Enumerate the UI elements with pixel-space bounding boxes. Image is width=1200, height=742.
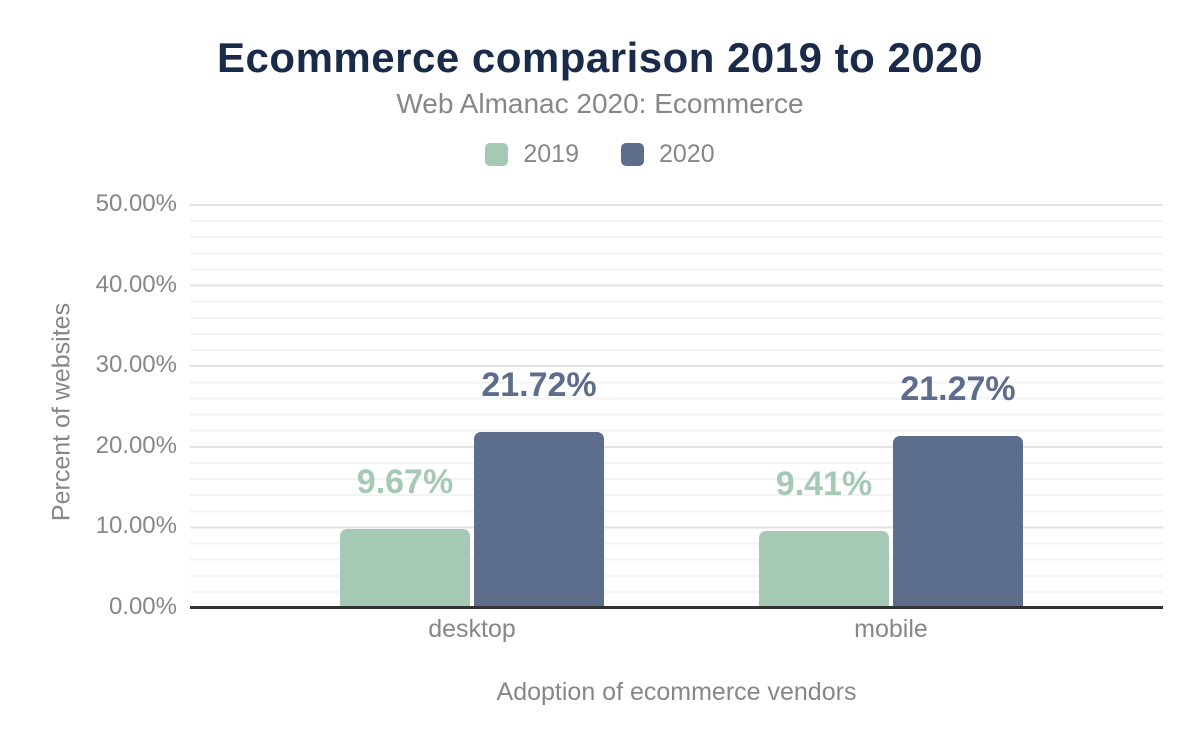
x-axis-title: Adoption of ecommerce vendors xyxy=(496,678,857,706)
x-tick-mobile: mobile xyxy=(854,615,928,643)
bar-desktop-2020 xyxy=(474,431,604,607)
bar-value-label-desktop-2019: 9.67% xyxy=(356,463,454,502)
legend-label-2020: 2020 xyxy=(659,140,715,168)
y-tick-10: 10.00% xyxy=(95,512,177,539)
legend-item-2020: 2020 xyxy=(621,140,715,169)
x-tick-desktop: desktop xyxy=(428,615,516,643)
bar-mobile-2020 xyxy=(893,435,1023,607)
bar-desktop-2019 xyxy=(340,529,470,607)
x-axis-line xyxy=(190,606,1163,609)
y-tick-0: 0.00% xyxy=(108,593,177,620)
bar-value-label-mobile-2019: 9.41% xyxy=(775,465,873,504)
page-subtitle: Web Almanac 2020: Ecommerce xyxy=(396,88,804,119)
y-axis-title: Percent of websites xyxy=(47,302,76,522)
legend-swatch-2019 xyxy=(485,143,509,166)
y-tick-40: 40.00% xyxy=(95,271,177,298)
bar-value-label-desktop-2020: 21.72% xyxy=(481,365,597,404)
y-tick-30: 30.00% xyxy=(95,351,177,378)
y-tick-50: 50.00% xyxy=(95,190,177,217)
legend: 2019 2020 xyxy=(0,140,1200,169)
legend-swatch-2020 xyxy=(621,143,644,166)
y-tick-20: 20.00% xyxy=(95,432,177,459)
bar-mobile-2019 xyxy=(759,531,889,607)
legend-label-2019: 2019 xyxy=(523,140,579,168)
plot-area: 9.67% 21.72% 9.41% 21.27% xyxy=(190,204,1163,607)
bar-value-label-mobile-2020: 21.27% xyxy=(900,369,1016,408)
page-title: Ecommerce comparison 2019 to 2020 xyxy=(217,34,983,81)
legend-item-2019: 2019 xyxy=(485,140,579,169)
